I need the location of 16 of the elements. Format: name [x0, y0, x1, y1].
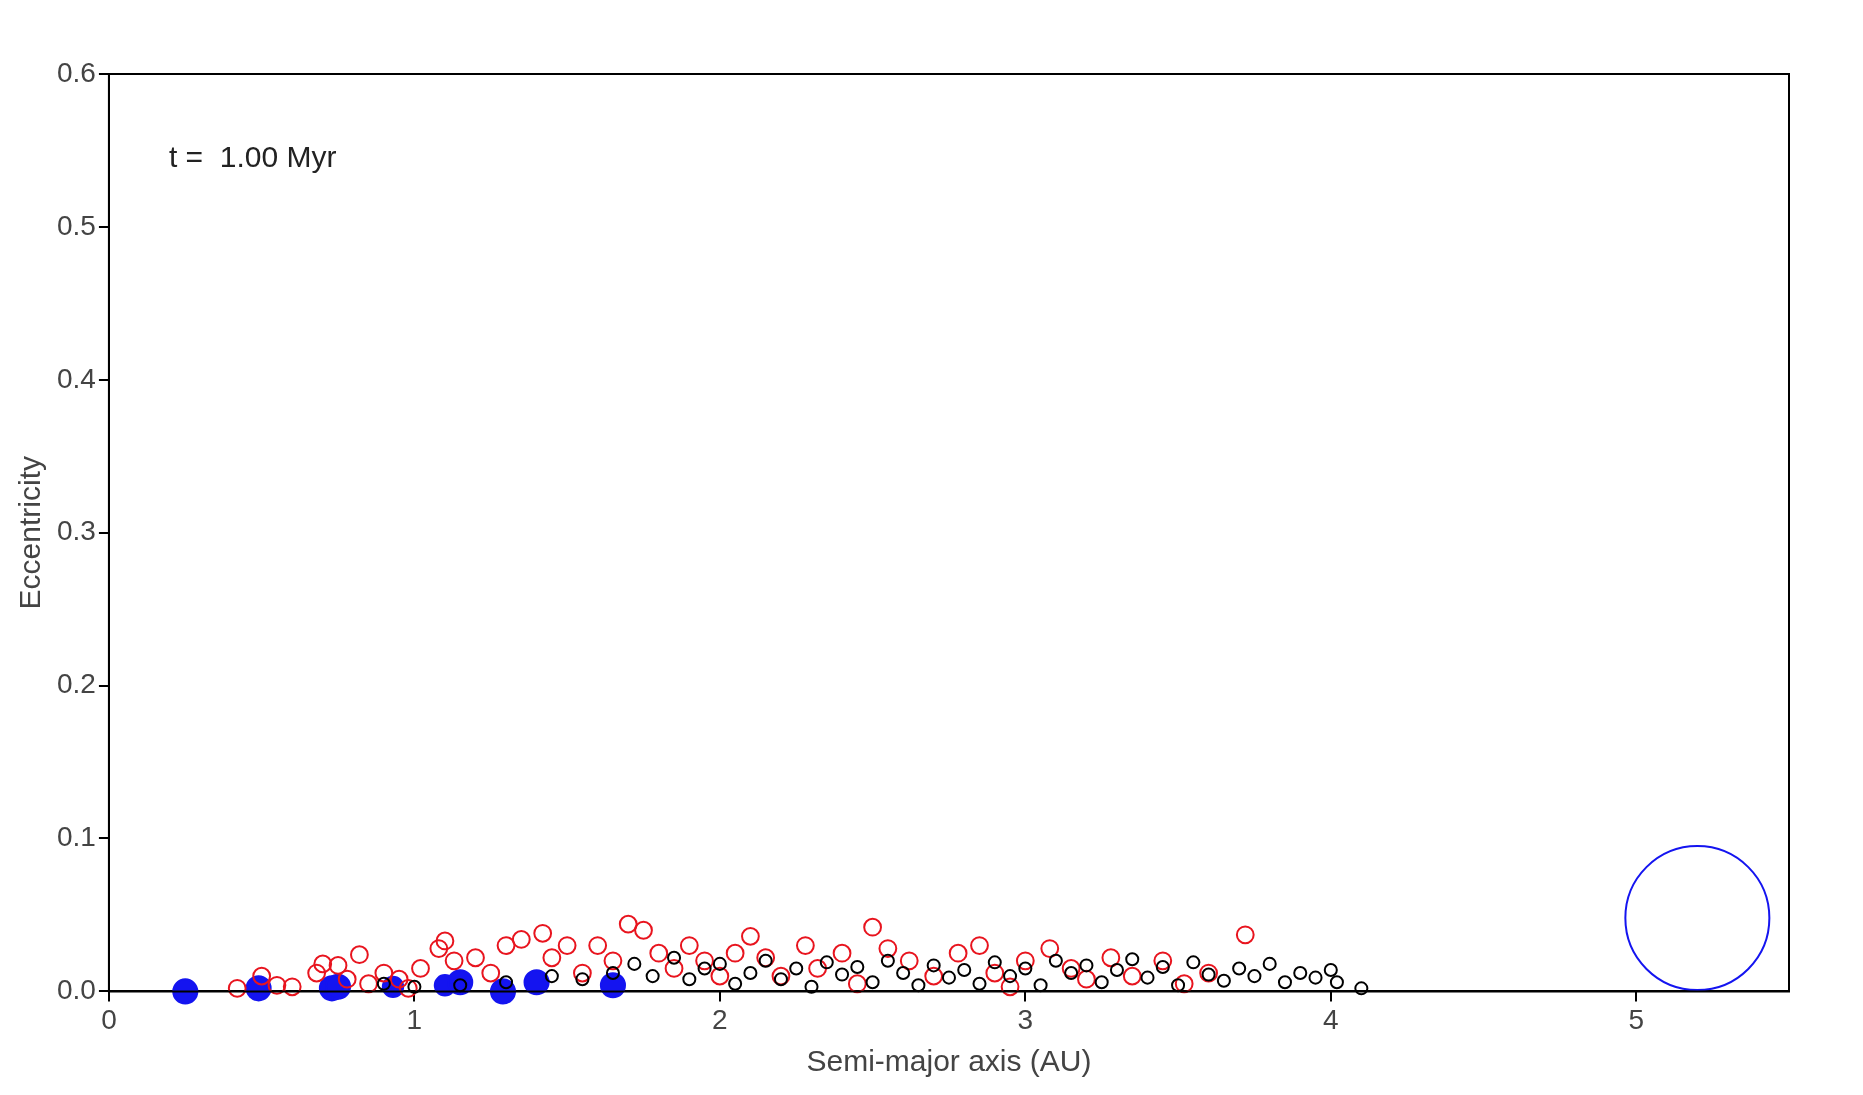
- x-tick-label: 1: [406, 1003, 423, 1035]
- y-tick-label: 0.2: [56, 668, 96, 700]
- x-tick-label: 0: [101, 1003, 117, 1035]
- y-tick-label: 0.5: [56, 209, 96, 241]
- y-tick-label: 0.3: [56, 515, 96, 547]
- y-tick-label: 0.0: [56, 974, 96, 1006]
- y-axis-title: Eccentricity: [13, 456, 47, 610]
- annotation: t = 1.00 Myr: [168, 140, 337, 174]
- y-tick-label: 0.6: [56, 56, 96, 88]
- y-tick-label: 0.4: [56, 362, 96, 394]
- x-axis-title: Semi-major axis (AU): [806, 1044, 1092, 1078]
- x-tick-label: 2: [712, 1003, 728, 1035]
- x-tick-label: 4: [1323, 1003, 1339, 1035]
- y-tick-label: 0.1: [56, 821, 96, 853]
- x-tick-label: 5: [1628, 1003, 1645, 1035]
- x-tick-label: 3: [1017, 1003, 1034, 1035]
